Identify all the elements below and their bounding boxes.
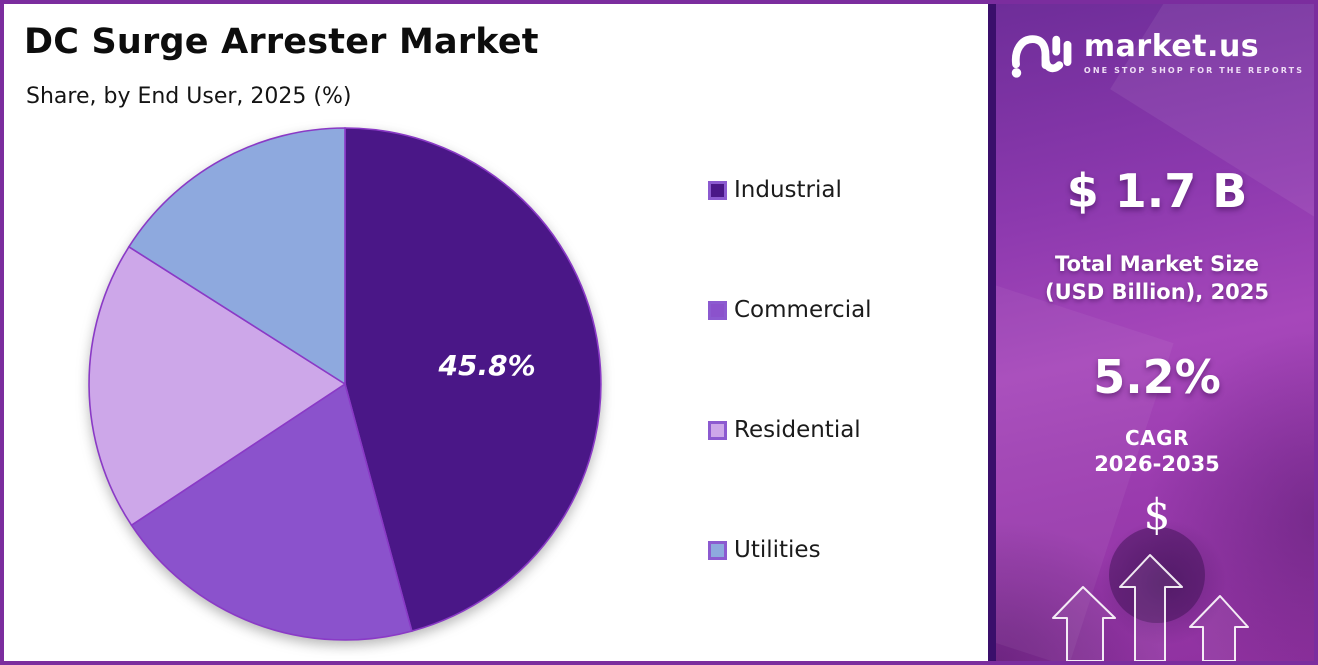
brand-tagline: ONE STOP SHOP FOR THE REPORTS bbox=[1083, 66, 1305, 75]
legend-item-residential: Residential bbox=[708, 416, 872, 444]
legend-item-utilities: Utilities bbox=[708, 536, 872, 564]
legend-swatch-residential bbox=[708, 420, 727, 440]
total-market-size-label-line1: Total Market Size bbox=[1055, 252, 1259, 276]
growth-arrows-icon bbox=[1052, 554, 1249, 661]
total-market-size-value: $ 1.7 B bbox=[1066, 164, 1248, 218]
decor-coffee-cup bbox=[1109, 527, 1205, 623]
marketus-logo: market.us ONE STOP SHOP FOR THE REPORTS bbox=[996, 26, 1314, 80]
legend-item-commercial: Commercial bbox=[708, 296, 872, 324]
page-title: DC Surge Arrester Market bbox=[24, 22, 539, 62]
pie-data-label: 45.8% bbox=[438, 349, 536, 382]
legend-label: Utilities bbox=[734, 537, 821, 563]
cagr-label: CAGR bbox=[1125, 426, 1189, 450]
pie-chart-svg: 45.8% bbox=[88, 127, 602, 641]
legend-swatch-commercial bbox=[708, 300, 727, 320]
legend-swatch-industrial bbox=[708, 180, 727, 200]
legend-label: Industrial bbox=[734, 177, 842, 203]
pie-chart: 45.8% bbox=[75, 114, 615, 654]
pie-slice-residential bbox=[88, 245, 347, 527]
total-market-size-label-line2: (USD Billion), 2025 bbox=[1044, 280, 1270, 304]
legend-label: Residential bbox=[734, 417, 861, 443]
pie-slice-utilities bbox=[127, 127, 346, 386]
chart-subtitle: Share, by End User, 2025 (%) bbox=[26, 84, 352, 109]
dollar-symbol: $ bbox=[1143, 490, 1171, 539]
logo-text: market.us ONE STOP SHOP FOR THE REPORTS bbox=[1083, 29, 1305, 76]
legend-swatch-utilities bbox=[708, 540, 727, 560]
brand-sidebar: market.us ONE STOP SHOP FOR THE REPORTS … bbox=[988, 4, 1314, 661]
legend-item-industrial: Industrial bbox=[708, 176, 872, 204]
marketus-logo-icon bbox=[1011, 35, 1072, 78]
pie-slice-commercial bbox=[130, 382, 413, 641]
legend-label: Commercial bbox=[734, 297, 872, 323]
chart-panel: DC Surge Arrester Market Share, by End U… bbox=[4, 4, 988, 661]
pie-slice-industrial bbox=[344, 127, 602, 633]
cagr-period: 2026-2035 bbox=[1094, 452, 1220, 476]
cagr-value: 5.2% bbox=[1093, 350, 1221, 404]
total-market-size-label: Total Market Size (USD Billion), 2025 bbox=[996, 250, 1314, 306]
legend: Industrial Commercial Residential Utilit… bbox=[708, 176, 872, 564]
brand-name: market.us bbox=[1083, 29, 1260, 64]
